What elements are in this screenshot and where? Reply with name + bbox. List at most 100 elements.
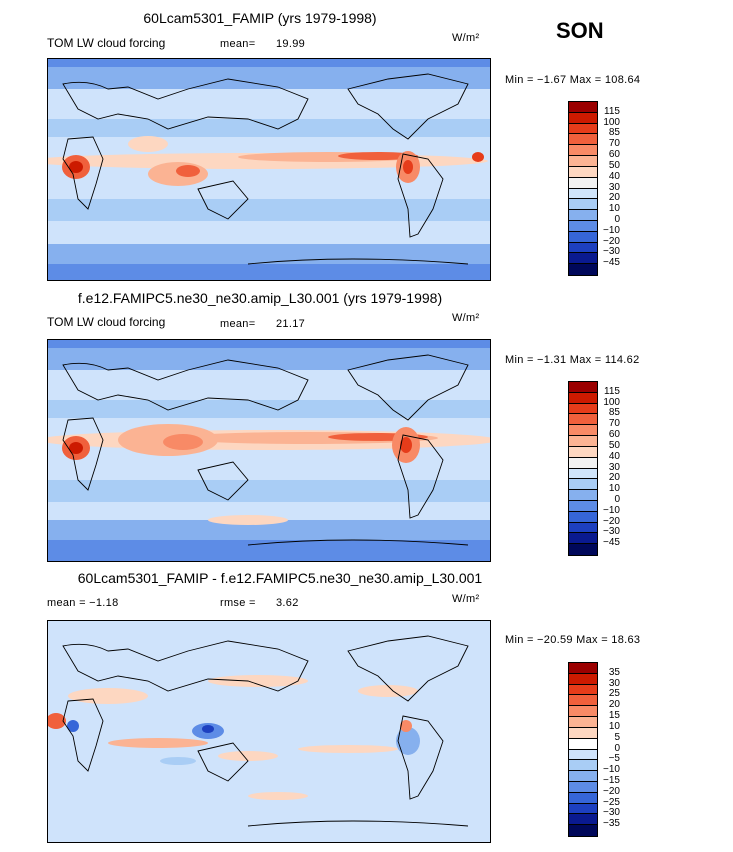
panel3-minmax: Min = −20.59 Max = 18.63 [505,634,641,646]
colorbar-tick-label: 40 [608,450,620,462]
colorbar-tick-label: 5 [614,731,620,743]
colorbar-swatch [569,156,597,167]
colorbar-tick-label: 25 [608,688,620,700]
colorbar-swatch [569,490,597,501]
colorbar-tick-label: −20 [603,515,620,527]
panel2-units: W/m² [452,312,480,324]
colorbar-swatch [569,425,597,437]
colorbar-tick-label: 0 [614,213,620,225]
colorbar-swatch [569,468,597,480]
colorbar-tick-label: 20 [608,699,620,711]
colorbar-swatch [569,264,597,275]
colorbar-swatch [569,166,597,178]
panel3-title: 60Lcam5301_FAMIP - f.e12.FAMIPC5.ne30_ne… [77,570,483,586]
colorbar-swatch [569,706,597,718]
panel1-title: 60Lcam5301_FAMIP (yrs 1979-1998) [143,10,377,26]
panel2-field-label: TOM LW cloud forcing [47,315,166,329]
colorbar-swatch [569,695,597,707]
colorbar-swatch [569,177,597,189]
panel1-stat-label: mean= [220,38,256,50]
colorbar-swatch [569,522,597,534]
colorbar-tick-label: 115 [604,105,620,117]
colorbar-swatch [569,511,597,523]
panel3-units: W/m² [452,593,480,605]
colorbar-swatch [569,199,597,211]
colorbar-swatch [569,544,597,555]
colorbar-swatch [569,403,597,415]
colorbar-tick-label: 60 [608,429,620,441]
colorbar-swatch [569,188,597,200]
panel2-stat-value: 21.17 [276,318,306,330]
colorbar-tick-label: 100 [603,116,620,128]
colorbar-tick-label: −10 [603,504,620,516]
colorbar-swatch [569,210,597,221]
panel1-map [47,58,491,281]
colorbar-tick-label: −20 [603,785,620,797]
colorbar-swatch [569,727,597,739]
colorbar-swatch [569,102,597,113]
colorbar-tick-label: 70 [608,138,620,150]
colorbar-tick-label: −30 [603,246,620,258]
colorbar-tick-label: −5 [608,753,620,765]
panel1-stat-value: 19.99 [276,38,306,50]
panel3-map [47,620,491,843]
colorbar-tick-label: −20 [603,235,620,247]
colorbar-swatch [569,436,597,447]
colorbar-tick-label: 85 [608,407,620,419]
colorbar-swatch [569,771,597,782]
season-label: SON [556,18,604,43]
colorbar-tick-label: 40 [608,170,620,182]
colorbar-swatch [569,825,597,836]
colorbar-swatch [569,760,597,772]
colorbar-tick-label: 30 [608,461,620,473]
colorbar-swatch [569,231,597,243]
colorbar-swatch [569,803,597,815]
colorbar-swatch [569,446,597,458]
panel3-mean: mean = −1.18 [47,597,119,609]
colorbar-swatch [569,684,597,696]
colorbar-swatch [569,663,597,674]
colorbar-tick-label: −30 [603,807,620,819]
colorbar-tick-label: −15 [603,774,620,786]
colorbar-tick-label: 20 [608,472,620,484]
colorbar-tick-label: −25 [603,796,620,808]
colorbar-tick-label: −35 [603,818,620,830]
colorbar-tick-label: 10 [608,203,620,215]
colorbar-tick-label: 0 [614,493,620,505]
colorbar-swatch [569,479,597,491]
colorbar-tick-label: 30 [608,181,620,193]
colorbar-tick-label: −10 [603,224,620,236]
colorbar-tick-label: 15 [608,710,620,722]
colorbar-tick-label: 30 [608,677,620,689]
colorbar-swatch [569,112,597,124]
colorbar-swatch [569,134,597,146]
colorbar-swatch [569,814,597,826]
panel3-colorbar [568,662,598,837]
panel2-stat-label: mean= [220,318,256,330]
panel1-units: W/m² [452,32,480,44]
colorbar-swatch [569,145,597,157]
colorbar-swatch [569,781,597,793]
panel1-field-label: TOM LW cloud forcing [47,36,166,50]
colorbar-tick-label: 35 [608,666,620,678]
colorbar-swatch [569,253,597,265]
panel2-minmax: Min = −1.31 Max = 114.62 [505,354,640,366]
colorbar-tick-label: 10 [608,483,620,495]
colorbar-tick-label: 0 [614,742,620,754]
panel2-map [47,339,491,562]
colorbar-tick-label: 85 [608,127,620,139]
colorbar-swatch [569,382,597,393]
colorbar-tick-label: 100 [603,396,620,408]
colorbar-tick-label: 10 [608,720,620,732]
colorbar-tick-label: −45 [603,537,620,549]
colorbar-swatch [569,457,597,469]
colorbar-tick-label: 70 [608,418,620,430]
colorbar-swatch [569,392,597,404]
colorbar-swatch [569,500,597,512]
colorbar-swatch [569,123,597,135]
colorbar-swatch [569,792,597,804]
panel1-minmax: Min = −1.67 Max = 108.64 [505,74,641,86]
colorbar-swatch [569,220,597,232]
panel2-title: f.e12.FAMIPC5.ne30_ne30.amip_L30.001 (yr… [77,290,443,306]
panel2-colorbar [568,381,598,556]
